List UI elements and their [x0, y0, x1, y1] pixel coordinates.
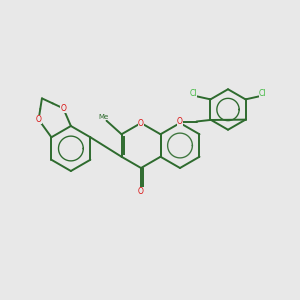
Text: O: O [138, 187, 144, 196]
Text: O: O [36, 115, 41, 124]
Text: Me: Me [98, 114, 109, 120]
Text: O: O [138, 118, 144, 127]
Text: O: O [60, 104, 66, 113]
Text: O: O [177, 117, 183, 126]
Text: Cl: Cl [190, 89, 197, 98]
Text: Cl: Cl [259, 89, 266, 98]
